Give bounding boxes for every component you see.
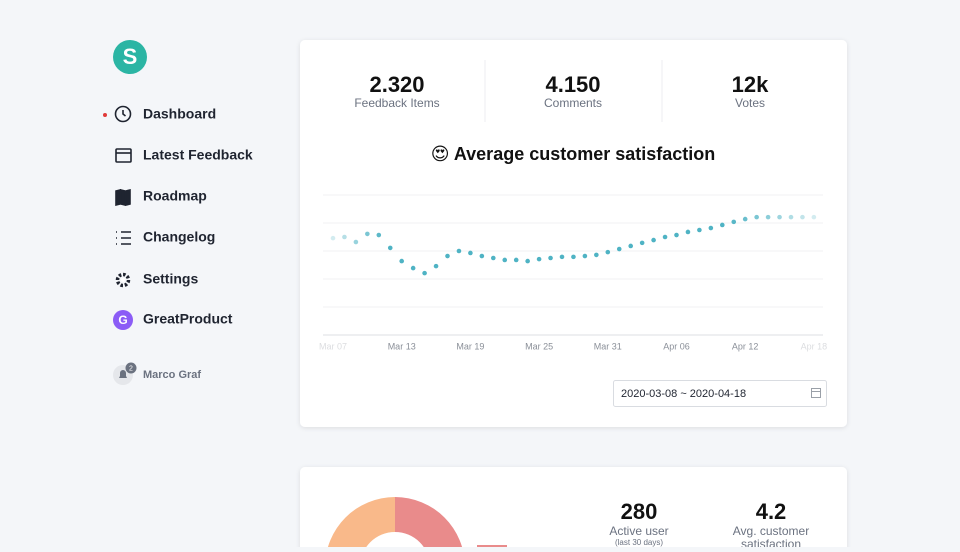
stat-label: Comments <box>544 96 602 110</box>
summary-value: 4.2 <box>756 499 787 524</box>
data-point <box>731 219 737 225</box>
stat-value: 12k <box>732 72 769 97</box>
data-point <box>342 234 347 240</box>
data-point <box>525 258 530 264</box>
nav-item[interactable]: Latest Feedback <box>143 147 253 163</box>
data-point <box>536 256 542 262</box>
data-point <box>616 246 622 252</box>
x-tick-label: Mar 19 <box>456 341 484 351</box>
data-point <box>433 263 439 269</box>
data-point <box>639 240 645 246</box>
data-point <box>445 253 450 259</box>
data-point <box>697 227 702 233</box>
stat-label: Votes <box>735 96 765 110</box>
workspace-icon <box>113 310 133 330</box>
badge-count: 2 <box>129 365 133 372</box>
data-point <box>468 250 473 256</box>
donut-segment <box>326 497 395 552</box>
x-tick-label: Apr 18 <box>801 341 828 351</box>
data-point <box>410 265 416 271</box>
data-point <box>708 225 714 231</box>
data-point <box>479 253 485 259</box>
bell-icon <box>119 370 127 378</box>
active-dot <box>103 113 107 117</box>
data-point <box>548 255 553 261</box>
x-tick-label: Mar 07 <box>319 341 347 351</box>
logo-letter: S <box>123 44 138 69</box>
summary-label-box: Avg. customer satisfaction <box>732 525 810 551</box>
x-tick-label: Apr 12 <box>732 341 759 351</box>
summary-note: (last 30 days) <box>615 538 663 547</box>
data-point <box>754 214 759 220</box>
data-point <box>422 270 427 276</box>
logo[interactable] <box>113 40 147 74</box>
data-point <box>387 245 393 251</box>
calendar-icon <box>811 388 821 398</box>
data-point <box>811 214 817 220</box>
data-point <box>330 235 336 241</box>
sidebar: S G Dashboard Latest Feedback Roadmap Ch… <box>103 40 253 385</box>
data-point <box>365 231 370 237</box>
donut-segment <box>395 497 464 552</box>
x-tick-label: Mar 31 <box>594 341 622 351</box>
data-point <box>491 255 496 261</box>
x-tick-label: Mar 25 <box>525 341 553 351</box>
data-point <box>513 257 519 263</box>
nav-item[interactable]: Roadmap <box>143 188 207 204</box>
nav-item[interactable]: Dashboard <box>143 106 216 122</box>
data-point <box>456 248 462 254</box>
data-point <box>674 232 679 238</box>
data-point <box>800 214 805 220</box>
data-point <box>685 229 691 235</box>
data-point <box>765 214 771 220</box>
stat-value: 4.150 <box>545 72 600 97</box>
data-point <box>662 234 668 240</box>
summary-label: Avg. customer satisfaction <box>732 525 810 551</box>
settings-icon-hole <box>121 278 125 282</box>
data-point <box>651 237 656 243</box>
data-point <box>777 214 782 220</box>
stat-label: Feedback Items <box>354 96 439 110</box>
nav-item[interactable]: Changelog <box>143 229 215 245</box>
summary-label: Active user <box>609 524 668 538</box>
workspace-initial: G <box>118 313 127 327</box>
nav-item[interactable]: GreatProduct <box>143 311 233 327</box>
data-point <box>502 257 508 263</box>
data-point <box>582 253 588 259</box>
data-point <box>571 254 576 260</box>
badge <box>125 362 137 374</box>
data-point <box>399 258 405 264</box>
data-point <box>605 249 611 255</box>
date-range-input[interactable] <box>613 380 827 407</box>
data-point <box>742 216 748 222</box>
data-point <box>720 222 725 228</box>
data-point <box>628 243 633 249</box>
summary-value: 280 <box>621 499 658 524</box>
data-point <box>559 254 565 260</box>
data-point <box>594 252 599 258</box>
date-range: 2020-03-08 ~ 2020-04-18 <box>621 388 746 400</box>
x-tick-label: Apr 06 <box>663 341 690 351</box>
data-point <box>353 239 359 245</box>
user-name[interactable]: Marco Graf <box>143 369 201 381</box>
stat-value: 2.320 <box>369 72 424 97</box>
nav-item[interactable]: Settings <box>143 271 198 287</box>
chart-title: 😍 Average customer satisfaction <box>431 144 716 164</box>
settings-icon <box>115 272 131 288</box>
nav-icons <box>114 105 132 245</box>
x-tick-label: Mar 13 <box>388 341 416 351</box>
card <box>300 40 847 427</box>
plot: Mar 07 Mar 13 Mar 19 Mar 25 Mar 31 Apr 06 Apr … <box>319 194 828 351</box>
data-point <box>376 232 382 238</box>
data-point <box>788 214 794 220</box>
